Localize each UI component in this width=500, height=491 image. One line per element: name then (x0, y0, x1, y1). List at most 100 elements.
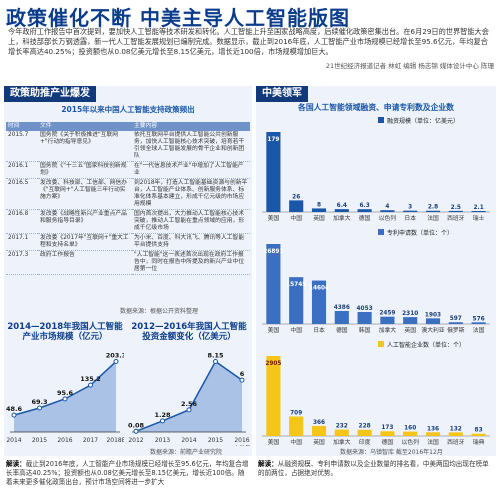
tick-label: 2016 (234, 437, 249, 444)
data-label: 179 (267, 137, 279, 143)
data-label: 2.1 (473, 205, 483, 211)
policy-table: 时间 文件 主要内容 2015.7 国务院《关于积极推进"互联网+"行动的指导意… (6, 122, 250, 275)
policy-source: 数据来源：根据公开资料整理 (120, 308, 199, 315)
tick-label: 日本 (404, 214, 416, 222)
data-label: 228 (359, 424, 371, 430)
data-label: 83 (475, 428, 483, 434)
bar (471, 433, 486, 436)
tick-label: 法国 (473, 326, 485, 334)
invest-chart-title: 2012—2016年我国人工智能投资金额变化（亿美元） (131, 322, 247, 342)
tick-label: 瑞典 (473, 438, 485, 446)
tick-label: 英国 (404, 326, 416, 334)
cell-content: 在"一代信息技术产业"中增加了人工智能产业 (132, 161, 250, 179)
ranking-panel (256, 86, 496, 456)
data-label: 0.08 (128, 421, 144, 429)
tick-label: 日本 (313, 326, 325, 334)
cell-doc: 发改委、科技部、工信部、网信办《"互联网+"人工智能三年行动实施方案》 (38, 178, 132, 210)
data-label: 6.4 (337, 203, 347, 209)
tick-label: 以色列 (379, 214, 397, 222)
data-point (62, 396, 68, 402)
bar (403, 317, 418, 324)
tick-label: 德国 (336, 326, 348, 334)
data-label: 2459 (379, 311, 395, 317)
bar (357, 209, 372, 212)
bar (380, 316, 395, 324)
data-label: 26891 (263, 249, 283, 255)
tick-label: 德国 (382, 438, 394, 446)
bar (334, 310, 349, 324)
cell-content: 为小米、百度、科大讯飞、腾讯等人工智能平台提供支持 (132, 233, 250, 251)
bar (311, 425, 327, 436)
col-header-doc: 文件 (38, 122, 132, 131)
bar (425, 318, 441, 324)
data-point (239, 377, 245, 383)
data-point (186, 407, 192, 413)
tick-label: 2015 (32, 437, 47, 444)
tick-label: 中国 (290, 214, 302, 222)
data-label: 26 (292, 194, 300, 200)
ranking-source: 数据来源：乌镇智库 截至2016年12月 (340, 449, 443, 456)
data-point (213, 359, 218, 365)
tick-label: 加拿大 (379, 326, 397, 334)
bar (403, 431, 418, 436)
legend-swatch (378, 341, 384, 347)
bar (425, 210, 441, 212)
cell-date: 2015.7 (6, 131, 38, 162)
bar (448, 432, 463, 436)
table-row: 2017.3 政府工作报告 "人工智能"这一表述首次出现在政府工作报告中，同时在… (6, 250, 250, 275)
data-label: 8.15 (207, 352, 224, 360)
tick-label: 法国 (427, 438, 439, 446)
data-label: 8 (317, 202, 321, 208)
market-size-line-chart: 48.6 2014 69.3 2015 95.6 2016 135.2 2017 203.3 20… (6, 352, 124, 444)
country-ranking-bar-charts: 融资规模（单位：亿美元） 179 美国 26 中国 8 英国 6.4 加拿大 6.3 德国 4 以色列 3… (262, 117, 490, 446)
data-label: 69.3 (31, 398, 47, 406)
data-label: 4 (385, 204, 389, 210)
data-label: 136 (427, 426, 439, 432)
bar (266, 132, 281, 212)
legend-swatch (378, 229, 384, 235)
bar (311, 280, 327, 324)
table-row: 2015.7 国务院《关于积极推进"互联网+"行动的指导意见》 依托互联网平台提… (6, 131, 250, 162)
legend-label: 人工智能企业数（单位：个） (387, 341, 465, 349)
data-label: 4053 (357, 306, 373, 312)
data-label: 173 (381, 425, 393, 431)
tick-label: 2013 (155, 437, 170, 444)
data-label: 1903 (425, 312, 441, 318)
interpretation-label: 解读： (258, 460, 278, 468)
tick-label: 2016 (57, 437, 72, 444)
data-label: 576 (473, 316, 485, 322)
legend-label: 融资规模（单位：亿美元） (387, 117, 459, 125)
investment-line-chart: 0.08 2012 1.28 2013 2.56 2014 8.15 2015 6 2016上半年 (128, 352, 250, 446)
cell-date: 2016.1 (6, 161, 38, 179)
interpretation-text: 截止到2016年底，人工智能产业市场规模已经增长至95.6亿元，年均复合增长率高… (6, 460, 249, 486)
table-row: 2017.1 发改委《2017年"互联网+"重大工程和支持名单》 为小米、百度、… (6, 233, 250, 251)
tick-label: 2012 (128, 437, 143, 444)
area-fill (14, 361, 116, 432)
table-row: 2016.1 国务院《"十三五"国家科技创新规划》 在"一代信息技术产业"中增加… (6, 161, 250, 179)
data-label: 1.28 (154, 411, 171, 419)
data-label: 4386 (334, 305, 350, 311)
tick-label: 2014 (6, 437, 21, 444)
bar (289, 277, 304, 324)
data-label: 2.8 (428, 205, 438, 211)
bar (266, 244, 281, 324)
policy-section-header: 政策助推产业爆发 (4, 86, 96, 102)
cell-doc: 政府工作报告 (38, 250, 132, 275)
cell-date: 2016.8 (6, 209, 38, 234)
tick-label: 法国 (427, 214, 439, 222)
tick-label: 德国 (359, 214, 371, 222)
cell-content: 国内首次提出，大力推动人工智能核心技术突破，推动人工智能在重点领域的应用，形成千… (132, 209, 250, 234)
cell-content: 到2018年，打造人工智能基础资源与创新平台，人工智能产业体系、创新服务体系、标… (132, 178, 250, 210)
col-header-content: 主要内容 (132, 122, 250, 131)
data-label: 2.56 (181, 400, 198, 408)
bar (289, 416, 304, 436)
data-label: 48.6 (6, 405, 22, 413)
data-point (113, 359, 119, 365)
bar (266, 356, 281, 436)
tick-label: 美国 (268, 214, 280, 222)
tick-label: 2018E (106, 437, 124, 444)
cell-date: 2017.3 (6, 250, 38, 275)
bar (357, 429, 372, 436)
tick-label: 印度 (359, 438, 371, 446)
